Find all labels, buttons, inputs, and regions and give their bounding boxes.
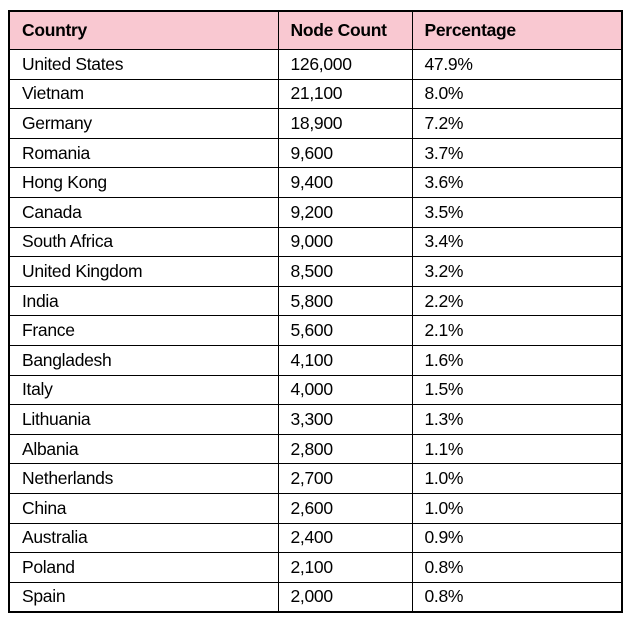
country-cell: Vietnam xyxy=(8,78,279,110)
country-cell: Australia xyxy=(8,522,279,554)
country-cell: Hong Kong xyxy=(8,167,279,198)
node-count-cell: 9,000 xyxy=(277,226,413,258)
percentage-cell: 3.6% xyxy=(411,167,623,198)
node-count-cell: 9,200 xyxy=(277,196,413,228)
country-cell: Albania xyxy=(8,433,279,465)
table-row: Albania 2,800 1.1% xyxy=(8,433,623,465)
percentage-cell: 1.0% xyxy=(411,463,623,494)
table-row: United Kingdom 8,500 3.2% xyxy=(8,256,623,287)
percentage-cell: 0.9% xyxy=(411,522,623,554)
country-cell: Romania xyxy=(8,137,279,169)
country-cell: Netherlands xyxy=(8,463,279,494)
table-row: Vietnam 21,100 8.0% xyxy=(8,78,623,110)
percentage-cell: 0.8% xyxy=(411,581,623,613)
country-cell: South Africa xyxy=(8,226,279,258)
node-count-cell: 9,600 xyxy=(277,137,413,169)
node-count-cell: 126,000 xyxy=(277,49,413,80)
table-row: Netherlands 2,700 1.0% xyxy=(8,463,623,494)
percentage-cell: 0.8% xyxy=(411,552,623,583)
country-cell: Canada xyxy=(8,196,279,228)
country-cell: India xyxy=(8,285,279,317)
node-count-cell: 4,000 xyxy=(277,374,413,406)
column-header-country: Country xyxy=(8,10,279,50)
node-count-cell: 2,400 xyxy=(277,522,413,554)
table-row: Australia 2,400 0.9% xyxy=(8,522,623,554)
table-row: Bangladesh 4,100 1.6% xyxy=(8,344,623,376)
percentage-cell: 1.6% xyxy=(411,344,623,376)
table-row: Lithuania 3,300 1.3% xyxy=(8,404,623,435)
table-row: Hong Kong 9,400 3.6% xyxy=(8,167,623,198)
percentage-cell: 1.5% xyxy=(411,374,623,406)
node-count-cell: 4,100 xyxy=(277,344,413,376)
table-row: France 5,600 2.1% xyxy=(8,315,623,346)
table-row: Spain 2,000 0.8% xyxy=(8,581,623,613)
percentage-cell: 2.1% xyxy=(411,315,623,346)
table-row: Poland 2,100 0.8% xyxy=(8,552,623,583)
country-cell: Spain xyxy=(8,581,279,613)
table-body: United States 126,000 47.9% Vietnam 21,100 8.… xyxy=(8,49,623,613)
country-cell: United Kingdom xyxy=(8,256,279,287)
percentage-cell: 3.4% xyxy=(411,226,623,258)
table-row: China 2,600 1.0% xyxy=(8,492,623,524)
country-cell: Bangladesh xyxy=(8,344,279,376)
country-cell: Germany xyxy=(8,108,279,139)
node-count-cell: 5,600 xyxy=(277,315,413,346)
table-row: United States 126,000 47.9% xyxy=(8,49,623,80)
percentage-cell: 1.0% xyxy=(411,492,623,524)
header-row: Country Node Count Percentage xyxy=(8,10,623,50)
node-count-cell: 2,000 xyxy=(277,581,413,613)
node-count-cell: 5,800 xyxy=(277,285,413,317)
percentage-cell: 3.7% xyxy=(411,137,623,169)
percentage-cell: 2.2% xyxy=(411,285,623,317)
country-node-table: Country Node Count Percentage United Sta… xyxy=(8,10,623,614)
column-header-node-count: Node Count xyxy=(277,10,413,50)
node-count-cell: 3,300 xyxy=(277,404,413,435)
country-node-table-container: Country Node Count Percentage United Sta… xyxy=(8,10,623,614)
node-count-cell: 9,400 xyxy=(277,167,413,198)
percentage-cell: 3.5% xyxy=(411,196,623,228)
country-cell: China xyxy=(8,492,279,524)
percentage-cell: 3.2% xyxy=(411,256,623,287)
node-count-cell: 2,100 xyxy=(277,552,413,583)
node-count-cell: 2,600 xyxy=(277,492,413,524)
country-cell: France xyxy=(8,315,279,346)
table-row: Germany 18,900 7.2% xyxy=(8,108,623,139)
percentage-cell: 1.3% xyxy=(411,404,623,435)
country-cell: United States xyxy=(8,49,279,80)
column-header-percentage: Percentage xyxy=(411,10,623,50)
table-row: Romania 9,600 3.7% xyxy=(8,137,623,169)
node-count-cell: 2,800 xyxy=(277,433,413,465)
node-count-cell: 2,700 xyxy=(277,463,413,494)
table-row: South Africa 9,000 3.4% xyxy=(8,226,623,258)
table-row: Italy 4,000 1.5% xyxy=(8,374,623,406)
percentage-cell: 7.2% xyxy=(411,108,623,139)
percentage-cell: 8.0% xyxy=(411,78,623,110)
country-cell: Lithuania xyxy=(8,404,279,435)
node-count-cell: 8,500 xyxy=(277,256,413,287)
table-header: Country Node Count Percentage xyxy=(8,10,623,50)
percentage-cell: 1.1% xyxy=(411,433,623,465)
percentage-cell: 47.9% xyxy=(411,49,623,80)
country-cell: Poland xyxy=(8,552,279,583)
table-row: Canada 9,200 3.5% xyxy=(8,196,623,228)
node-count-cell: 18,900 xyxy=(277,108,413,139)
table-row: India 5,800 2.2% xyxy=(8,285,623,317)
country-cell: Italy xyxy=(8,374,279,406)
node-count-cell: 21,100 xyxy=(277,78,413,110)
